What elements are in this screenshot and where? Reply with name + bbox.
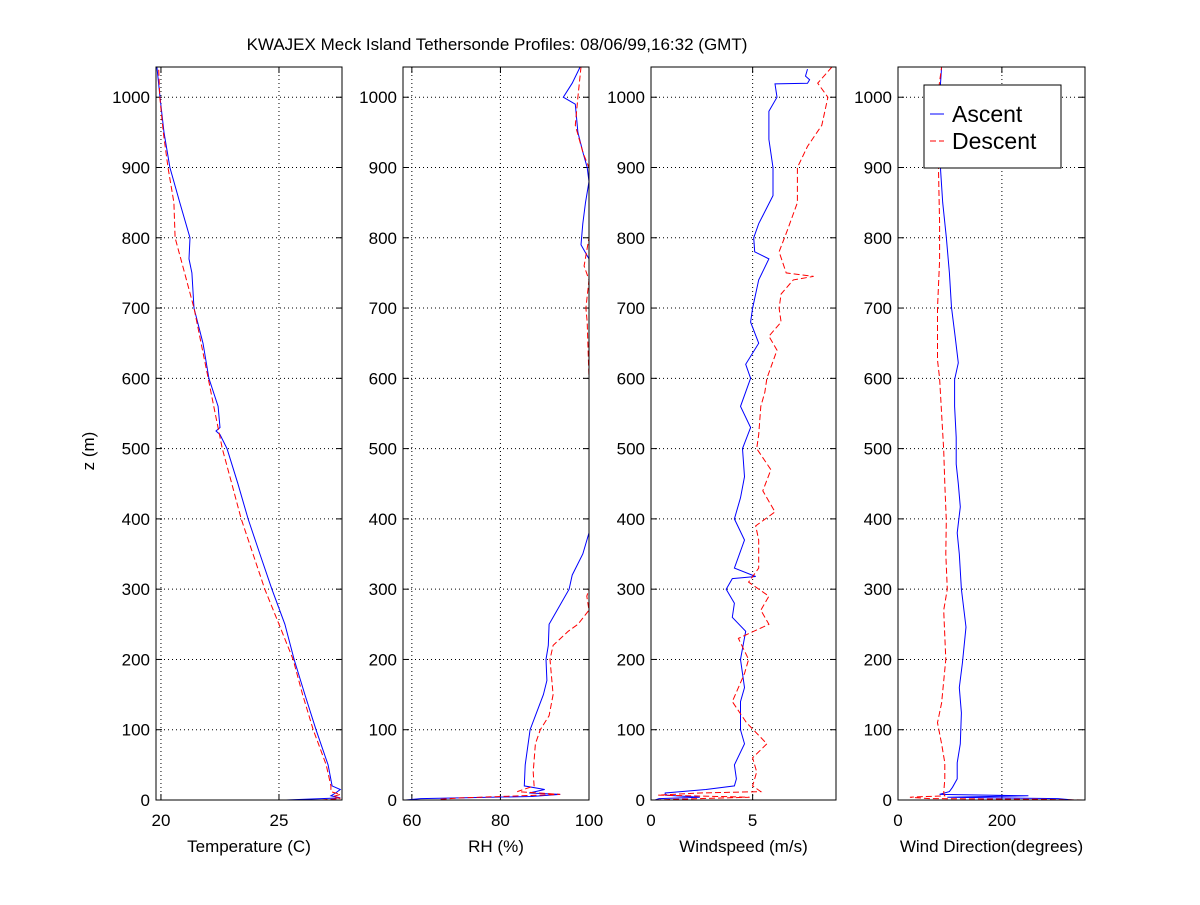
series-line-descent [655, 67, 833, 800]
chart-title: KWAJEX Meck Island Tethersonde Profiles:… [247, 35, 748, 54]
panel-2: 0 100 200 300 400 500 600 700 800 900 1000 60 80 100 R… [359, 66, 603, 856]
y-tick-label: 700 [122, 299, 150, 318]
y-tick-label: 0 [883, 791, 892, 810]
y-tick-label: 0 [636, 791, 645, 810]
y-tick-label: 300 [369, 580, 397, 599]
y-tick-label: 1000 [607, 88, 645, 107]
series-line-ascent [654, 68, 811, 800]
y-tick-label: 600 [864, 369, 892, 388]
y-tick-label: 400 [617, 510, 645, 529]
axes-box [155, 66, 343, 801]
legend: Ascent Descent [923, 84, 1062, 169]
panel-1: 0 100 200 300 400 500 600 700 800 900 1000 20 25 Temp… [112, 66, 343, 856]
y-tick-label: 600 [122, 369, 150, 388]
x-tick-label: 80 [491, 811, 510, 830]
x-tick-label: 20 [151, 811, 170, 830]
x-tick-label: 5 [748, 811, 757, 830]
y-tick-label: 1000 [359, 88, 397, 107]
legend-label-ascent: Ascent [952, 101, 1023, 127]
series-line-ascent [939, 67, 1074, 800]
series-line-ascent [156, 67, 342, 800]
y-tick-label: 100 [122, 721, 150, 740]
y-tick-label: 500 [864, 440, 892, 459]
y-tick-label: 900 [369, 158, 397, 177]
series-group [156, 67, 342, 800]
series-line-descent [909, 67, 1083, 800]
y-tick-label: 900 [122, 158, 150, 177]
x-axis-label: Wind Direction(degrees) [900, 837, 1083, 856]
series-group [654, 67, 833, 800]
x-axis-label: Temperature (C) [187, 837, 311, 856]
y-tick-label: 500 [369, 440, 397, 459]
y-tick-label: 200 [369, 650, 397, 669]
y-tick-label: 200 [617, 650, 645, 669]
x-tick-label: 0 [893, 811, 902, 830]
y-tick-label: 100 [617, 721, 645, 740]
y-tick-label: 700 [864, 299, 892, 318]
panel-4: 0 100 200 300 400 500 600 700 800 900 1000 0 200 Wind… [854, 66, 1086, 856]
panel-3: 0 100 200 300 400 500 600 700 800 900 1000 0 5 Windsp… [607, 66, 837, 856]
series-group [909, 67, 1083, 800]
x-tick-label: 60 [402, 811, 421, 830]
y-tick-label: 1000 [854, 88, 892, 107]
y-tick-label: 400 [864, 510, 892, 529]
x-tick-label: 25 [270, 811, 289, 830]
y-tick-label: 200 [864, 650, 892, 669]
y-tick-label: 600 [369, 369, 397, 388]
axes-box [650, 66, 837, 801]
y-tick-label: 0 [141, 791, 150, 810]
y-tick-label: 500 [122, 440, 150, 459]
y-tick-label: 300 [864, 580, 892, 599]
axes-box [402, 66, 590, 801]
series-line-descent [440, 67, 589, 800]
legend-label-descent: Descent [952, 128, 1037, 154]
y-tick-label: 100 [369, 721, 397, 740]
axes-box [897, 66, 1086, 801]
y-tick-label: 700 [617, 299, 645, 318]
series-line-descent [158, 67, 342, 800]
x-tick-label: 200 [988, 811, 1016, 830]
y-tick-label: 400 [122, 510, 150, 529]
y-tick-label: 100 [864, 721, 892, 740]
y-tick-label: 400 [369, 510, 397, 529]
x-tick-label: 100 [575, 811, 603, 830]
y-tick-label: 800 [369, 229, 397, 248]
y-tick-label: 200 [122, 650, 150, 669]
series-group [405, 67, 589, 800]
x-axis-label: RH (%) [468, 837, 524, 856]
y-tick-label: 0 [388, 791, 397, 810]
y-tick-label: 300 [122, 580, 150, 599]
y-axis-label: z (m) [79, 432, 98, 471]
x-axis-label: Windspeed (m/s) [679, 837, 807, 856]
x-tick-label: 0 [646, 811, 655, 830]
y-tick-label: 600 [617, 369, 645, 388]
y-tick-label: 900 [617, 158, 645, 177]
y-tick-label: 700 [369, 299, 397, 318]
y-tick-label: 300 [617, 580, 645, 599]
legend-box [923, 84, 1062, 169]
y-tick-label: 500 [617, 440, 645, 459]
y-tick-label: 1000 [112, 88, 150, 107]
y-tick-label: 800 [122, 229, 150, 248]
y-tick-label: 800 [864, 229, 892, 248]
y-tick-label: 900 [864, 158, 892, 177]
y-tick-label: 800 [617, 229, 645, 248]
